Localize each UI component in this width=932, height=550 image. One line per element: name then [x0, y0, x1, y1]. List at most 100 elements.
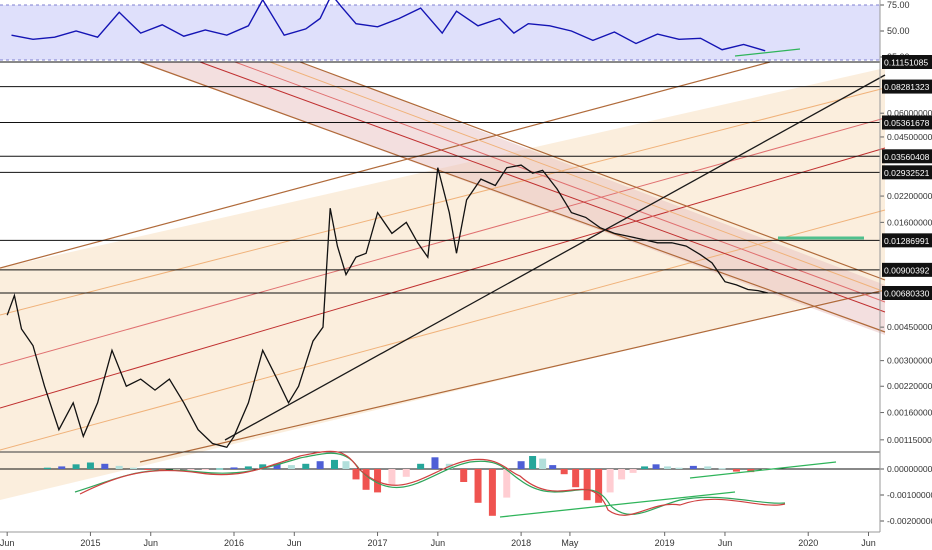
macd-bar — [718, 468, 726, 470]
price-level-box — [882, 262, 932, 277]
macd-tick-label: 0.00000000 — [887, 464, 932, 474]
macd-bar — [402, 469, 410, 477]
price-tick-label: 0.04500000 — [887, 132, 932, 142]
macd-bar — [352, 469, 360, 480]
time-tick-label: 2020 — [798, 538, 818, 548]
price-yaxis: 0.06000000 0.04500000 0.02200000 0.01600000… — [880, 108, 932, 445]
price-level-label: 0.02932521 — [884, 168, 930, 178]
macd-bar — [244, 466, 252, 469]
macd-bar — [86, 462, 94, 469]
macd-bar — [529, 456, 537, 469]
time-tick-label: 2017 — [368, 538, 388, 548]
price-level-label: 0.03560408 — [884, 152, 930, 162]
macd-bar — [374, 469, 382, 493]
time-tick-label: Jun — [861, 538, 876, 548]
price-level-box — [882, 286, 932, 300]
price-level-box — [882, 149, 932, 164]
macd-bar — [641, 466, 649, 469]
macd-tick-label: -0.00200000 — [887, 516, 932, 526]
macd-bar — [549, 465, 557, 469]
time-tick-label: 2019 — [655, 538, 675, 548]
time-tick-label: Jun — [431, 538, 446, 548]
falling-channel-mid-1 — [269, 61, 886, 293]
price-level-box — [882, 115, 932, 130]
falling-channel-upper — [299, 61, 886, 281]
macd-line — [79, 450, 786, 516]
macd-bar — [302, 463, 310, 469]
falling-channel-lower — [139, 61, 886, 333]
macd-bar — [130, 467, 138, 469]
macd-bar — [230, 467, 238, 469]
price-level-label: 0.11151085 — [884, 58, 928, 68]
macd-trendline-upper — [689, 461, 837, 479]
price-tick-label: 0.00300000 — [887, 356, 932, 366]
macd-bar — [115, 465, 123, 469]
price-level-label: 0.05361678 — [884, 118, 930, 128]
rsi-tick-label: 50.00 — [887, 26, 910, 36]
price-level-label: 0.08281323 — [884, 82, 930, 92]
macd-bar — [732, 469, 740, 472]
price-tick-label: 0.00160000 — [887, 408, 932, 418]
time-tick-label: Jun — [0, 538, 14, 548]
rising-channel-mid-1 — [0, 87, 886, 316]
macd-bar — [747, 469, 755, 473]
macd-bar — [488, 469, 496, 516]
macd-bar — [273, 463, 281, 469]
macd-bar — [417, 463, 425, 469]
price-level-label: 0.01286991 — [884, 236, 930, 246]
level-lines: 0.11151085 0.08281323 0.05361678 0.03560408… — [0, 55, 932, 300]
macd-panel: 0.00000000 -0.00100000 -0.00200000 — [0, 450, 932, 526]
price-level-box — [882, 79, 932, 94]
macd-yaxis: 0.00000000 -0.00100000 -0.00200000 — [880, 464, 932, 526]
macd-tick-label: -0.00100000 — [887, 490, 932, 500]
rsi-band — [0, 5, 880, 60]
macd-bar — [101, 463, 109, 469]
time-tick-label: 2016 — [224, 538, 244, 548]
macd-bar — [187, 469, 195, 470]
macd-signal-line — [74, 452, 786, 515]
time-tick-label: Jun — [718, 538, 733, 548]
macd-bar — [287, 465, 295, 469]
macd-bar — [58, 466, 66, 469]
rsi-tick-label: 75.00 — [887, 0, 910, 10]
falling-channel-fill — [140, 62, 885, 335]
rising-channel-fill — [0, 68, 885, 500]
macd-bar — [629, 469, 637, 473]
macd-bar — [362, 469, 370, 490]
macd-bar — [72, 464, 80, 469]
falling-channel-mid-2 — [234, 61, 886, 303]
price-level-label: 0.00680330 — [884, 289, 930, 299]
macd-bar — [618, 469, 626, 480]
macd-bar — [474, 469, 482, 503]
macd-bar — [431, 457, 439, 469]
macd-bar — [664, 466, 672, 469]
time-tick-label: Jun — [287, 538, 302, 548]
rising-trendline — [224, 74, 886, 441]
macd-bar — [144, 469, 152, 471]
macd-bar — [330, 459, 338, 469]
price-level-label: 0.00900392 — [884, 265, 930, 275]
price-level-box — [882, 165, 932, 180]
macd-bar — [259, 464, 267, 469]
macd-bar — [517, 461, 525, 469]
price-tick-label: 0.02200000 — [887, 191, 932, 201]
macd-bar — [704, 466, 712, 469]
rsi-line — [11, 0, 766, 52]
macd-bar — [503, 469, 511, 498]
macd-bar — [43, 467, 51, 469]
macd-bar — [342, 461, 350, 469]
macd-bar — [606, 469, 614, 493]
price-tick-label: 0.00450000 — [887, 322, 932, 332]
price-line — [6, 164, 769, 449]
price-tick-label: 0.06000000 — [887, 108, 932, 118]
price-level-box — [882, 233, 932, 248]
time-tick-label: May — [561, 538, 579, 548]
time-tick-label: Jun — [143, 538, 158, 548]
rising-channel-upper — [0, 61, 771, 269]
macd-bar — [583, 469, 591, 501]
macd-bar — [652, 464, 660, 469]
price-panel: 0.11151085 0.08281323 0.05361678 0.03560408… — [0, 55, 932, 500]
